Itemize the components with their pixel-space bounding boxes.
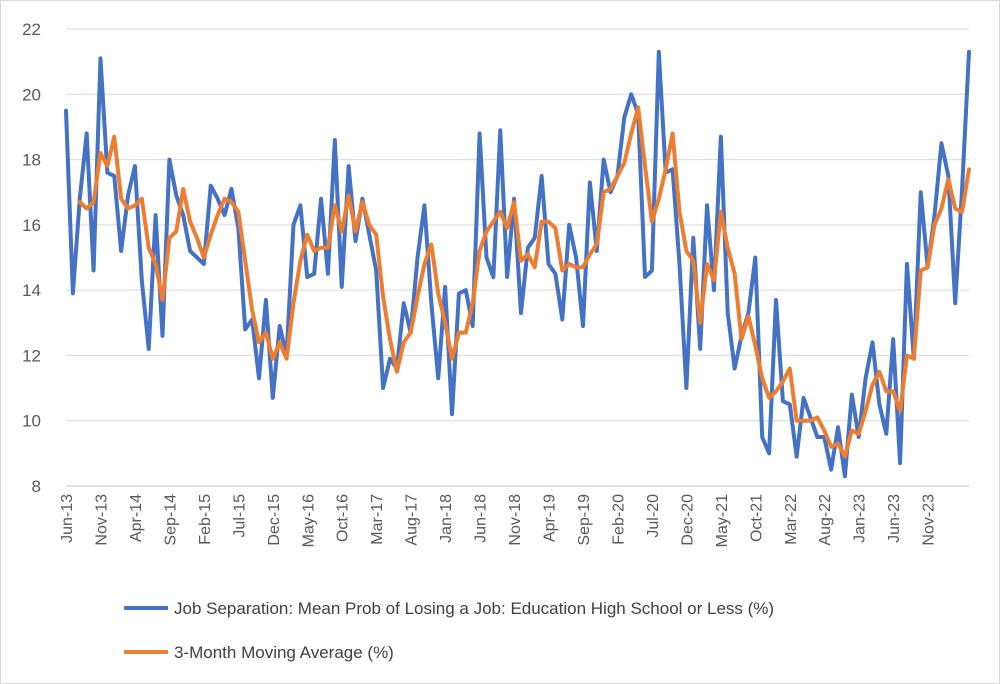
x-tick-label-Apr-19: Apr-19 (542, 494, 559, 542)
legend-label-job-separation: Job Separation: Mean Prob of Losing a Jo… (174, 599, 774, 618)
x-tick-label-May-16: May-16 (300, 494, 317, 547)
legend-item-moving-average[interactable]: 3-Month Moving Average (%) (124, 643, 394, 662)
legend-item-job-separation[interactable]: Job Separation: Mean Prob of Losing a Jo… (124, 599, 774, 618)
legend: Job Separation: Mean Prob of Losing a Jo… (124, 599, 774, 662)
x-tick-label-Dec-20: Dec-20 (679, 494, 696, 546)
x-tick-label-Jul-20: Jul-20 (645, 494, 662, 538)
series-lines (64, 49, 971, 479)
x-tick-label-Jun-23: Jun-23 (886, 494, 903, 543)
x-tick-label-Feb-15: Feb-15 (197, 494, 214, 545)
y-tick-label-8: 8 (32, 477, 41, 496)
y-tick-label-20: 20 (22, 85, 41, 104)
x-tick-label-Dec-15: Dec-15 (266, 494, 283, 546)
x-tick-label-Sep-19: Sep-19 (576, 494, 593, 546)
x-tick-label-Aug-17: Aug-17 (404, 494, 421, 546)
x-tick-label-Apr-14: Apr-14 (128, 494, 145, 542)
x-tick-label-Sep-14: Sep-14 (162, 494, 179, 546)
x-tick-label-Jun-18: Jun-18 (473, 494, 490, 543)
y-axis-ticks: 8 10 12 14 16 18 20 22 (22, 20, 41, 496)
series-line-moving-average (77, 105, 971, 459)
x-tick-label-Jan-23: Jan-23 (852, 494, 869, 543)
x-tick-label-Jul-15: Jul-15 (231, 494, 248, 538)
x-tick-label-Aug-22: Aug-22 (817, 494, 834, 546)
y-tick-label-16: 16 (22, 216, 41, 235)
x-tick-label-Oct-16: Oct-16 (335, 494, 352, 542)
x-tick-label-Feb-20: Feb-20 (610, 494, 627, 545)
x-tick-label-May-21: May-21 (714, 494, 731, 547)
series-line-job-separation (64, 49, 971, 479)
x-tick-label-Jan-18: Jan-18 (438, 494, 455, 543)
y-tick-label-18: 18 (22, 151, 41, 170)
y-tick-label-10: 10 (22, 412, 41, 431)
gridlines (66, 28, 969, 422)
y-tick-label-12: 12 (22, 346, 41, 365)
x-tick-label-Nov-18: Nov-18 (507, 494, 524, 546)
x-tick-label-Nov-13: Nov-13 (93, 494, 110, 546)
x-tick-label-Jun-13: Jun-13 (59, 494, 76, 543)
x-tick-label-Mar-17: Mar-17 (369, 494, 386, 545)
x-tick-label-Mar-22: Mar-22 (783, 494, 800, 545)
legend-label-moving-average: 3-Month Moving Average (%) (174, 643, 394, 662)
y-tick-label-14: 14 (22, 281, 41, 300)
x-tick-label-Oct-21: Oct-21 (748, 494, 765, 542)
y-tick-label-22: 22 (22, 20, 41, 39)
x-tick-label-Nov-23: Nov-23 (921, 494, 938, 546)
x-axis-ticks: Jun-13 Nov-13 Apr-14 Sep-14 Feb-15 Jul-15 Dec-… (59, 494, 938, 547)
